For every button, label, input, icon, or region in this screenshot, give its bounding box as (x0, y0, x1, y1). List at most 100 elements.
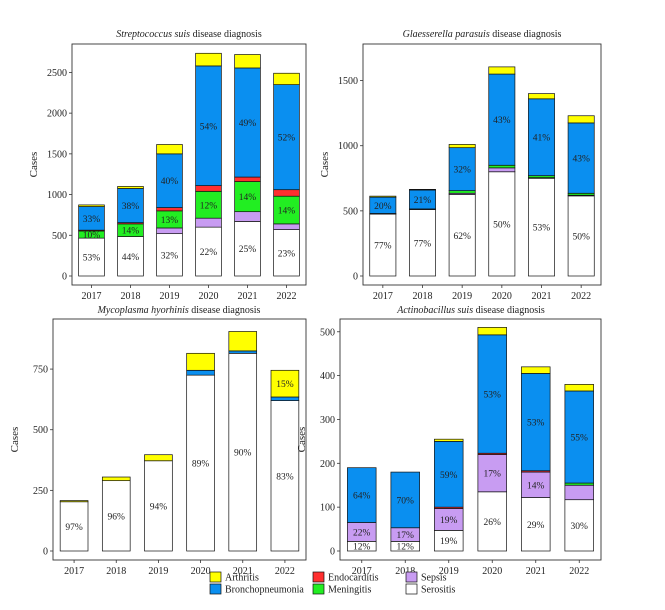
bar-label: 49% (239, 119, 257, 129)
bar-label: 26% (484, 518, 502, 528)
plot-border (71, 43, 307, 286)
bar-arthritis-2021 (228, 331, 258, 352)
bar-arthritis-2021 (528, 93, 555, 100)
legend-swatch-arthritis (209, 571, 222, 583)
y-tick-label: 1500 (338, 76, 358, 87)
chart-title-rest: disease diagnosis (473, 305, 545, 316)
y-axis-label: Cases (296, 427, 308, 453)
y-tick-label: 0 (62, 272, 67, 283)
bar-label: 22% (353, 528, 371, 538)
chart-title: Mycoplasma hyorhinis disease diagnosis (97, 305, 261, 316)
x-tick-label: 2022 (277, 291, 297, 302)
bar-label: 55% (571, 434, 589, 444)
bar-label: 25% (239, 245, 257, 255)
bar-label: 19% (440, 516, 458, 526)
x-tick-label: 2019 (452, 291, 472, 302)
bar-label: 54% (200, 122, 218, 132)
bar-sepsis-2020 (488, 167, 516, 173)
bar-bronchopneumonia-2020 (477, 334, 507, 454)
chart-panel-1: Streptococcus suis disease diagnosis Case… (28, 29, 307, 302)
bar-bronchopneumonia-2022 (270, 396, 300, 401)
bar-meningitis-2021 (234, 181, 261, 213)
bar-label: 38% (122, 202, 140, 212)
bar-bronchopneumonia-2018 (390, 471, 420, 529)
chart-title: Glaesserella parasuis disease diagnosis (403, 29, 562, 40)
bar-label: 53% (484, 391, 502, 401)
x-tick-label: 2019 (160, 291, 180, 302)
bar-label: 77% (414, 239, 432, 249)
bar-label: 50% (493, 220, 511, 230)
x-tick-label: 2020 (492, 291, 512, 302)
bar-serositis-2017 (369, 213, 397, 277)
x-tick-label: 2022 (275, 566, 295, 577)
y-tick-label: 750 (33, 365, 48, 376)
bar-serositis-2022 (273, 229, 300, 277)
legend-label: Arthritis (225, 573, 259, 584)
bar-sepsis-2019 (156, 227, 183, 235)
bar-sepsis-2020 (195, 217, 222, 228)
bar-meningitis-2020 (488, 164, 516, 169)
x-tick-label: 2020 (482, 566, 502, 577)
bar-label: 50% (572, 232, 590, 242)
chart-title-italic: Actinobacillus suis (396, 305, 473, 316)
chart-title-rest: disease diagnosis (490, 29, 562, 40)
bar-bronchopneumonia-2019 (156, 153, 183, 208)
x-tick-label: 2017 (64, 566, 84, 577)
legend-swatch-endocarditis (312, 571, 325, 583)
bar-label: 33% (83, 215, 101, 225)
bar-arthritis-2017 (78, 204, 105, 207)
bar-sepsis-2021 (521, 471, 551, 498)
bar-sepsis-2022 (564, 484, 594, 501)
x-tick-label: 2021 (526, 566, 546, 577)
y-tick-label: 250 (33, 486, 48, 497)
x-tick-label: 2018 (121, 291, 141, 302)
chart-panel-2: Glaesserella parasuis disease diagnosis C… (319, 29, 602, 302)
bar-label: 94% (150, 502, 168, 512)
bar-label: 32% (453, 166, 471, 176)
bar-serositis-2021 (228, 352, 258, 552)
x-tick-label: 2021 (238, 291, 258, 302)
bar-label: 96% (108, 512, 126, 522)
bar-serositis-2017 (59, 501, 89, 552)
bar-meningitis-2020 (195, 190, 222, 219)
bar-serositis-2017 (78, 237, 105, 277)
legend-label: Meningitis (328, 585, 371, 596)
bar-sepsis-2022 (273, 223, 300, 230)
bar-arthritis-2019 (144, 454, 173, 462)
bar-label: 12% (200, 201, 218, 211)
bar-endocarditis-2019 (156, 207, 183, 212)
legend-label: Bronchopneumonia (225, 585, 304, 596)
bar-label: 14% (122, 227, 140, 237)
y-tick-label: 1000 (338, 141, 358, 152)
legend-label: Serositis (421, 585, 456, 596)
bar-label: 19% (440, 537, 458, 547)
bar-bronchopneumonia-2020 (186, 369, 215, 376)
bar-label: 64% (353, 492, 371, 502)
x-tick-label: 2018 (395, 566, 415, 577)
y-tick-label: 500 (343, 206, 358, 217)
bar-label: 32% (161, 251, 179, 261)
x-tick-label: 2019 (148, 566, 168, 577)
bar-serositis-2020 (488, 171, 516, 277)
x-tick-label: 2021 (233, 566, 253, 577)
bar-arthritis-2020 (186, 352, 215, 371)
legend: Arthritis Endocarditis Sepsis Bronchopneumo… (209, 571, 456, 596)
bar-label: 83% (276, 472, 294, 482)
bar-label: 20% (374, 202, 392, 212)
bar-label: 13% (161, 216, 179, 226)
bar-label: 21% (414, 196, 432, 206)
bar-bronchopneumonia-2019 (434, 441, 464, 508)
chart-title-italic: Mycoplasma hyorhinis (97, 305, 189, 316)
bar-label: 10% (83, 231, 101, 241)
x-tick-label: 2017 (82, 291, 102, 302)
bar-serositis-2021 (528, 177, 555, 277)
bar-label: 43% (572, 155, 590, 165)
bar-arthritis-2020 (477, 327, 507, 336)
y-tick-label: 500 (52, 231, 67, 242)
y-tick-label: 1000 (47, 190, 67, 201)
chart-panel-4: Actinobacillus suis disease diagnosis Cas… (296, 305, 602, 577)
bar-label: 97% (65, 523, 83, 533)
bar-serositis-2020 (195, 226, 222, 277)
bar-bronchopneumonia-2021 (528, 98, 555, 177)
